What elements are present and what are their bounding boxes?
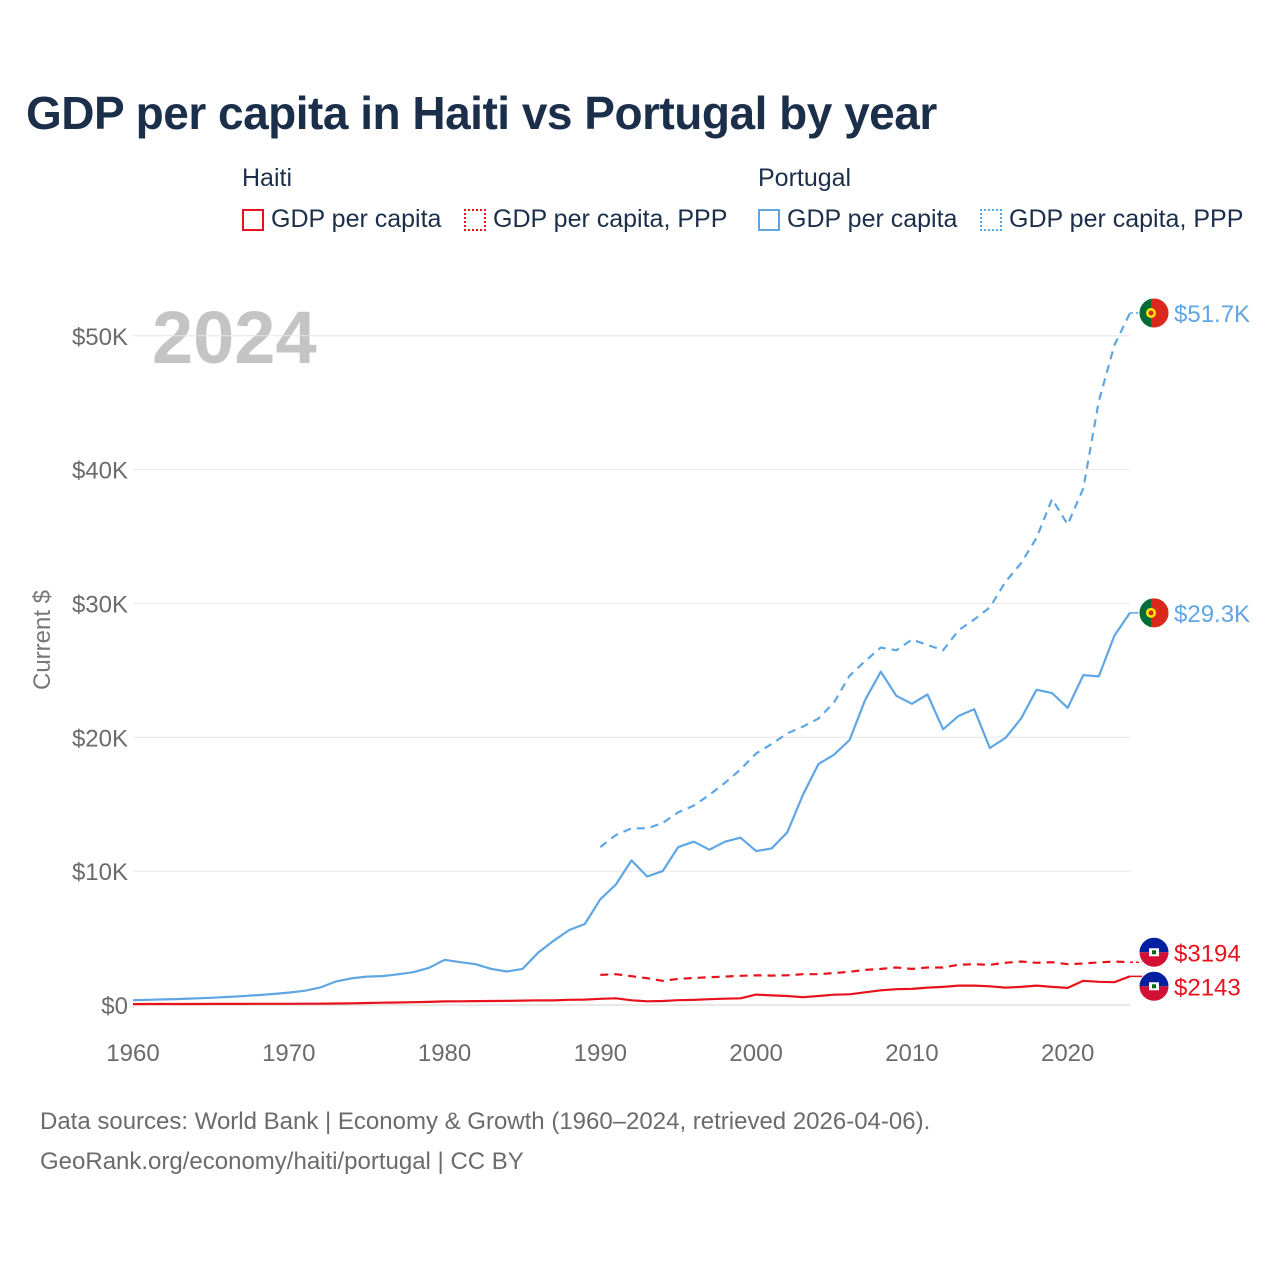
portugal-flag-icon	[1139, 597, 1169, 628]
end-connector	[1130, 951, 1143, 963]
legend-haiti-gdp-ppp[interactable]: GDP per capita, PPP	[464, 205, 727, 234]
x-tick-label: 2000	[729, 1040, 782, 1067]
series-line-portugal-gdp-per-capita[interactable]	[132, 612, 1131, 1002]
y-tick-label: $50K	[72, 324, 128, 351]
end-value-label: $29.3K	[1174, 601, 1250, 628]
legend-label-haiti-gdp-ppp: GDP per capita, PPP	[493, 205, 728, 233]
chart-title: GDP per capita in Haiti vs Portugal by y…	[26, 87, 937, 139]
legend-label-portugal-gdp: GDP per capita	[787, 205, 958, 233]
legend-swatch-portugal-gdp	[758, 208, 780, 231]
y-tick-label: $10K	[72, 859, 128, 886]
year-overlay: 2024	[152, 296, 317, 379]
end-value-label: $2143	[1174, 974, 1241, 1001]
flag-ring	[1138, 936, 1170, 968]
x-tick-label: 1970	[262, 1040, 315, 1067]
legend-swatch-portugal-gdp-ppp	[980, 208, 1002, 231]
end-value-label: $3194	[1174, 940, 1241, 967]
x-tick-label: 1990	[574, 1040, 627, 1067]
x-tick-label: 1960	[106, 1040, 159, 1067]
y-tick-label: $30K	[72, 591, 128, 618]
legend-label-portugal-gdp-ppp: GDP per capita, PPP	[1009, 205, 1244, 233]
y-tick-label: $0	[101, 993, 128, 1020]
legend-swatch-haiti-gdp-ppp	[464, 208, 486, 231]
series-line-portugal-gdp-per-capita-ppp[interactable]	[599, 312, 1131, 848]
haiti-flag-icon	[1139, 971, 1169, 1002]
legend-label-haiti-gdp: GDP per capita	[271, 205, 442, 233]
y-tick-label: $40K	[72, 458, 128, 485]
footer-sources: Data sources: World Bank | Economy & Gro…	[40, 1108, 931, 1135]
legend-portugal-gdp-ppp[interactable]: GDP per capita, PPP	[980, 205, 1243, 234]
legend-group-haiti: Haiti	[242, 164, 293, 192]
series-line-haiti-gdp-per-capita[interactable]	[132, 975, 1131, 1006]
y-axis-label: Current $	[29, 590, 56, 690]
end-value-label: $51.7K	[1174, 301, 1250, 328]
flag-ring	[1138, 597, 1170, 629]
series-line-haiti-gdp-per-capita-ppp[interactable]	[600, 960, 1131, 983]
footer-link[interactable]: GeoRank.org/economy/haiti/portugal | CC …	[40, 1148, 524, 1175]
x-tick-label: 2020	[1041, 1040, 1094, 1067]
x-tick-label: 2010	[885, 1040, 938, 1067]
legend-haiti-gdp[interactable]: GDP per capita	[242, 205, 441, 234]
portugal-flag-icon	[1139, 297, 1169, 328]
x-tick-label: 1980	[418, 1040, 471, 1067]
flag-ring	[1138, 297, 1170, 329]
legend-portugal-gdp[interactable]: GDP per capita	[758, 205, 957, 234]
legend-group-portugal: Portugal	[758, 164, 852, 192]
legend-swatch-haiti-gdp	[242, 208, 264, 231]
flag-ring	[1138, 970, 1170, 1002]
y-tick-label: $20K	[72, 725, 128, 752]
haiti-flag-icon	[1139, 937, 1169, 968]
